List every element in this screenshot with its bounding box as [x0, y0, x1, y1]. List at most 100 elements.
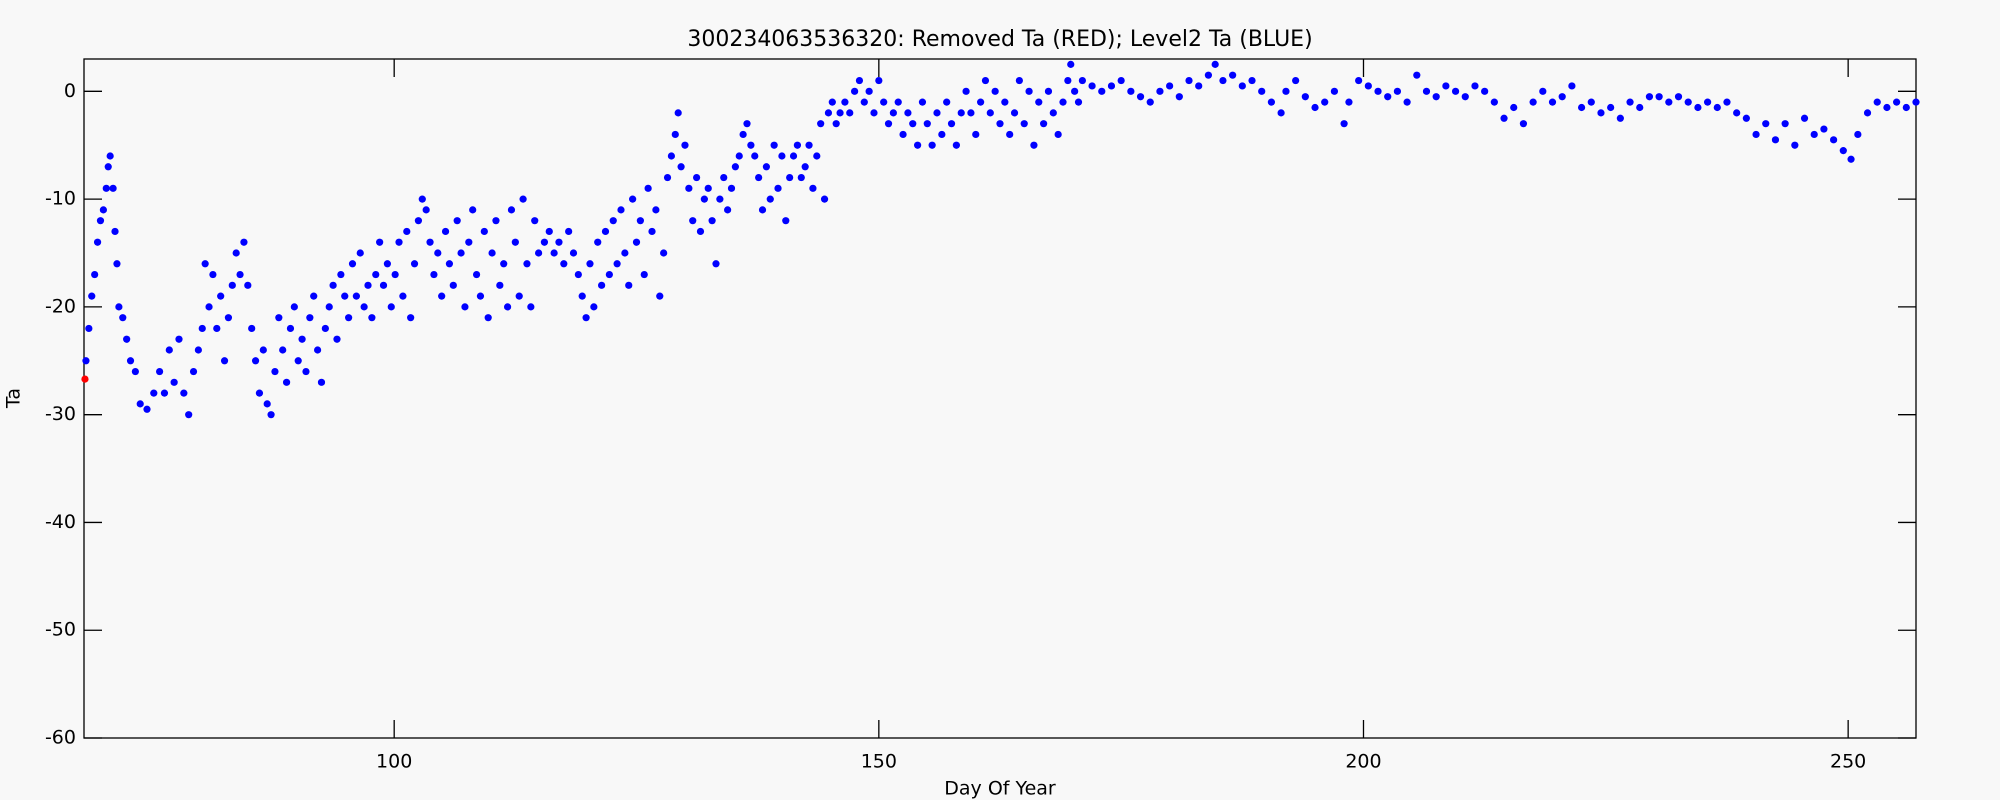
data-point — [644, 184, 652, 192]
data-point — [1529, 98, 1537, 106]
data-point — [1340, 120, 1348, 128]
plot-frame — [83, 58, 1917, 739]
data-point — [1597, 109, 1605, 117]
data-point — [1321, 98, 1329, 106]
data-point — [515, 292, 523, 300]
data-point — [383, 260, 391, 268]
x-tick-label: 100 — [376, 751, 412, 773]
x-tick-label: 150 — [861, 751, 897, 773]
data-point — [1519, 120, 1528, 128]
data-point — [1277, 109, 1285, 117]
x-axis-label: Day Of Year — [944, 778, 1056, 800]
data-point — [232, 249, 240, 257]
data-point — [601, 227, 610, 236]
data-point — [836, 109, 844, 117]
data-point — [1854, 130, 1862, 139]
data-point — [1219, 76, 1227, 85]
data-point — [407, 314, 415, 322]
data-point — [109, 184, 117, 192]
data-point — [1229, 71, 1237, 79]
data-point — [356, 249, 364, 257]
data-point — [213, 324, 221, 333]
data-point — [962, 87, 970, 95]
data-point — [1839, 147, 1847, 155]
data-point — [758, 206, 767, 214]
data-point — [1733, 109, 1741, 117]
data-point — [1422, 87, 1431, 95]
data-point — [809, 184, 817, 192]
data-point — [1020, 120, 1028, 128]
data-point — [574, 270, 582, 279]
data-point — [817, 120, 825, 128]
data-point — [762, 163, 770, 171]
data-point — [805, 141, 813, 149]
data-point — [106, 152, 114, 160]
data-point — [519, 195, 527, 203]
data-point — [248, 324, 256, 333]
data-point — [1800, 114, 1809, 122]
y-tick-label: -50 — [45, 619, 76, 641]
data-point — [1040, 120, 1048, 128]
data-point — [275, 314, 283, 322]
data-point — [689, 217, 697, 225]
data-point — [1626, 98, 1634, 106]
data-point — [789, 152, 798, 160]
data-point — [1847, 155, 1855, 163]
data-point — [824, 109, 833, 117]
data-point — [1645, 93, 1654, 101]
data-point — [820, 195, 829, 203]
data-point — [403, 227, 411, 236]
data-point — [590, 303, 598, 311]
data-point — [111, 227, 119, 236]
data-point — [267, 411, 275, 419]
data-point — [1558, 93, 1566, 101]
data-point — [298, 335, 306, 343]
data-point — [904, 109, 912, 117]
data-point — [496, 281, 504, 289]
data-point — [693, 173, 701, 182]
data-point — [851, 87, 859, 95]
data-point — [875, 76, 883, 85]
data-point — [1064, 76, 1072, 85]
data-point — [621, 249, 629, 257]
data-point — [321, 324, 329, 333]
data-point — [99, 206, 107, 214]
data-point — [671, 130, 679, 139]
data-point — [550, 249, 558, 257]
data-point — [855, 76, 864, 85]
y-tick-label: -40 — [45, 511, 76, 533]
data-point — [422, 206, 430, 214]
data-point — [441, 227, 450, 236]
data-point — [747, 141, 755, 149]
data-point — [565, 227, 573, 236]
data-point — [341, 292, 349, 300]
data-point — [220, 357, 229, 365]
data-point — [1393, 87, 1402, 95]
data-point — [426, 238, 434, 246]
y-tick-label: -30 — [45, 403, 76, 425]
data-point — [1015, 76, 1023, 85]
data-point — [1049, 109, 1057, 117]
data-point — [625, 281, 633, 289]
data-point — [1548, 98, 1557, 106]
data-point — [1432, 93, 1440, 101]
data-point — [884, 120, 893, 128]
data-point — [832, 120, 840, 128]
data-point — [617, 206, 625, 214]
data-point — [660, 249, 668, 257]
data-point — [465, 238, 473, 246]
data-point — [774, 184, 782, 192]
data-point — [329, 281, 337, 289]
data-point — [143, 405, 151, 413]
data-point — [778, 152, 786, 160]
data-point — [1071, 87, 1079, 95]
data-point — [797, 173, 805, 182]
data-point — [943, 98, 951, 106]
data-point — [251, 357, 260, 365]
data-point — [333, 335, 341, 343]
data-point — [1127, 87, 1135, 95]
data-point — [928, 141, 936, 149]
data-point — [1025, 87, 1033, 95]
data-point — [1403, 98, 1411, 106]
